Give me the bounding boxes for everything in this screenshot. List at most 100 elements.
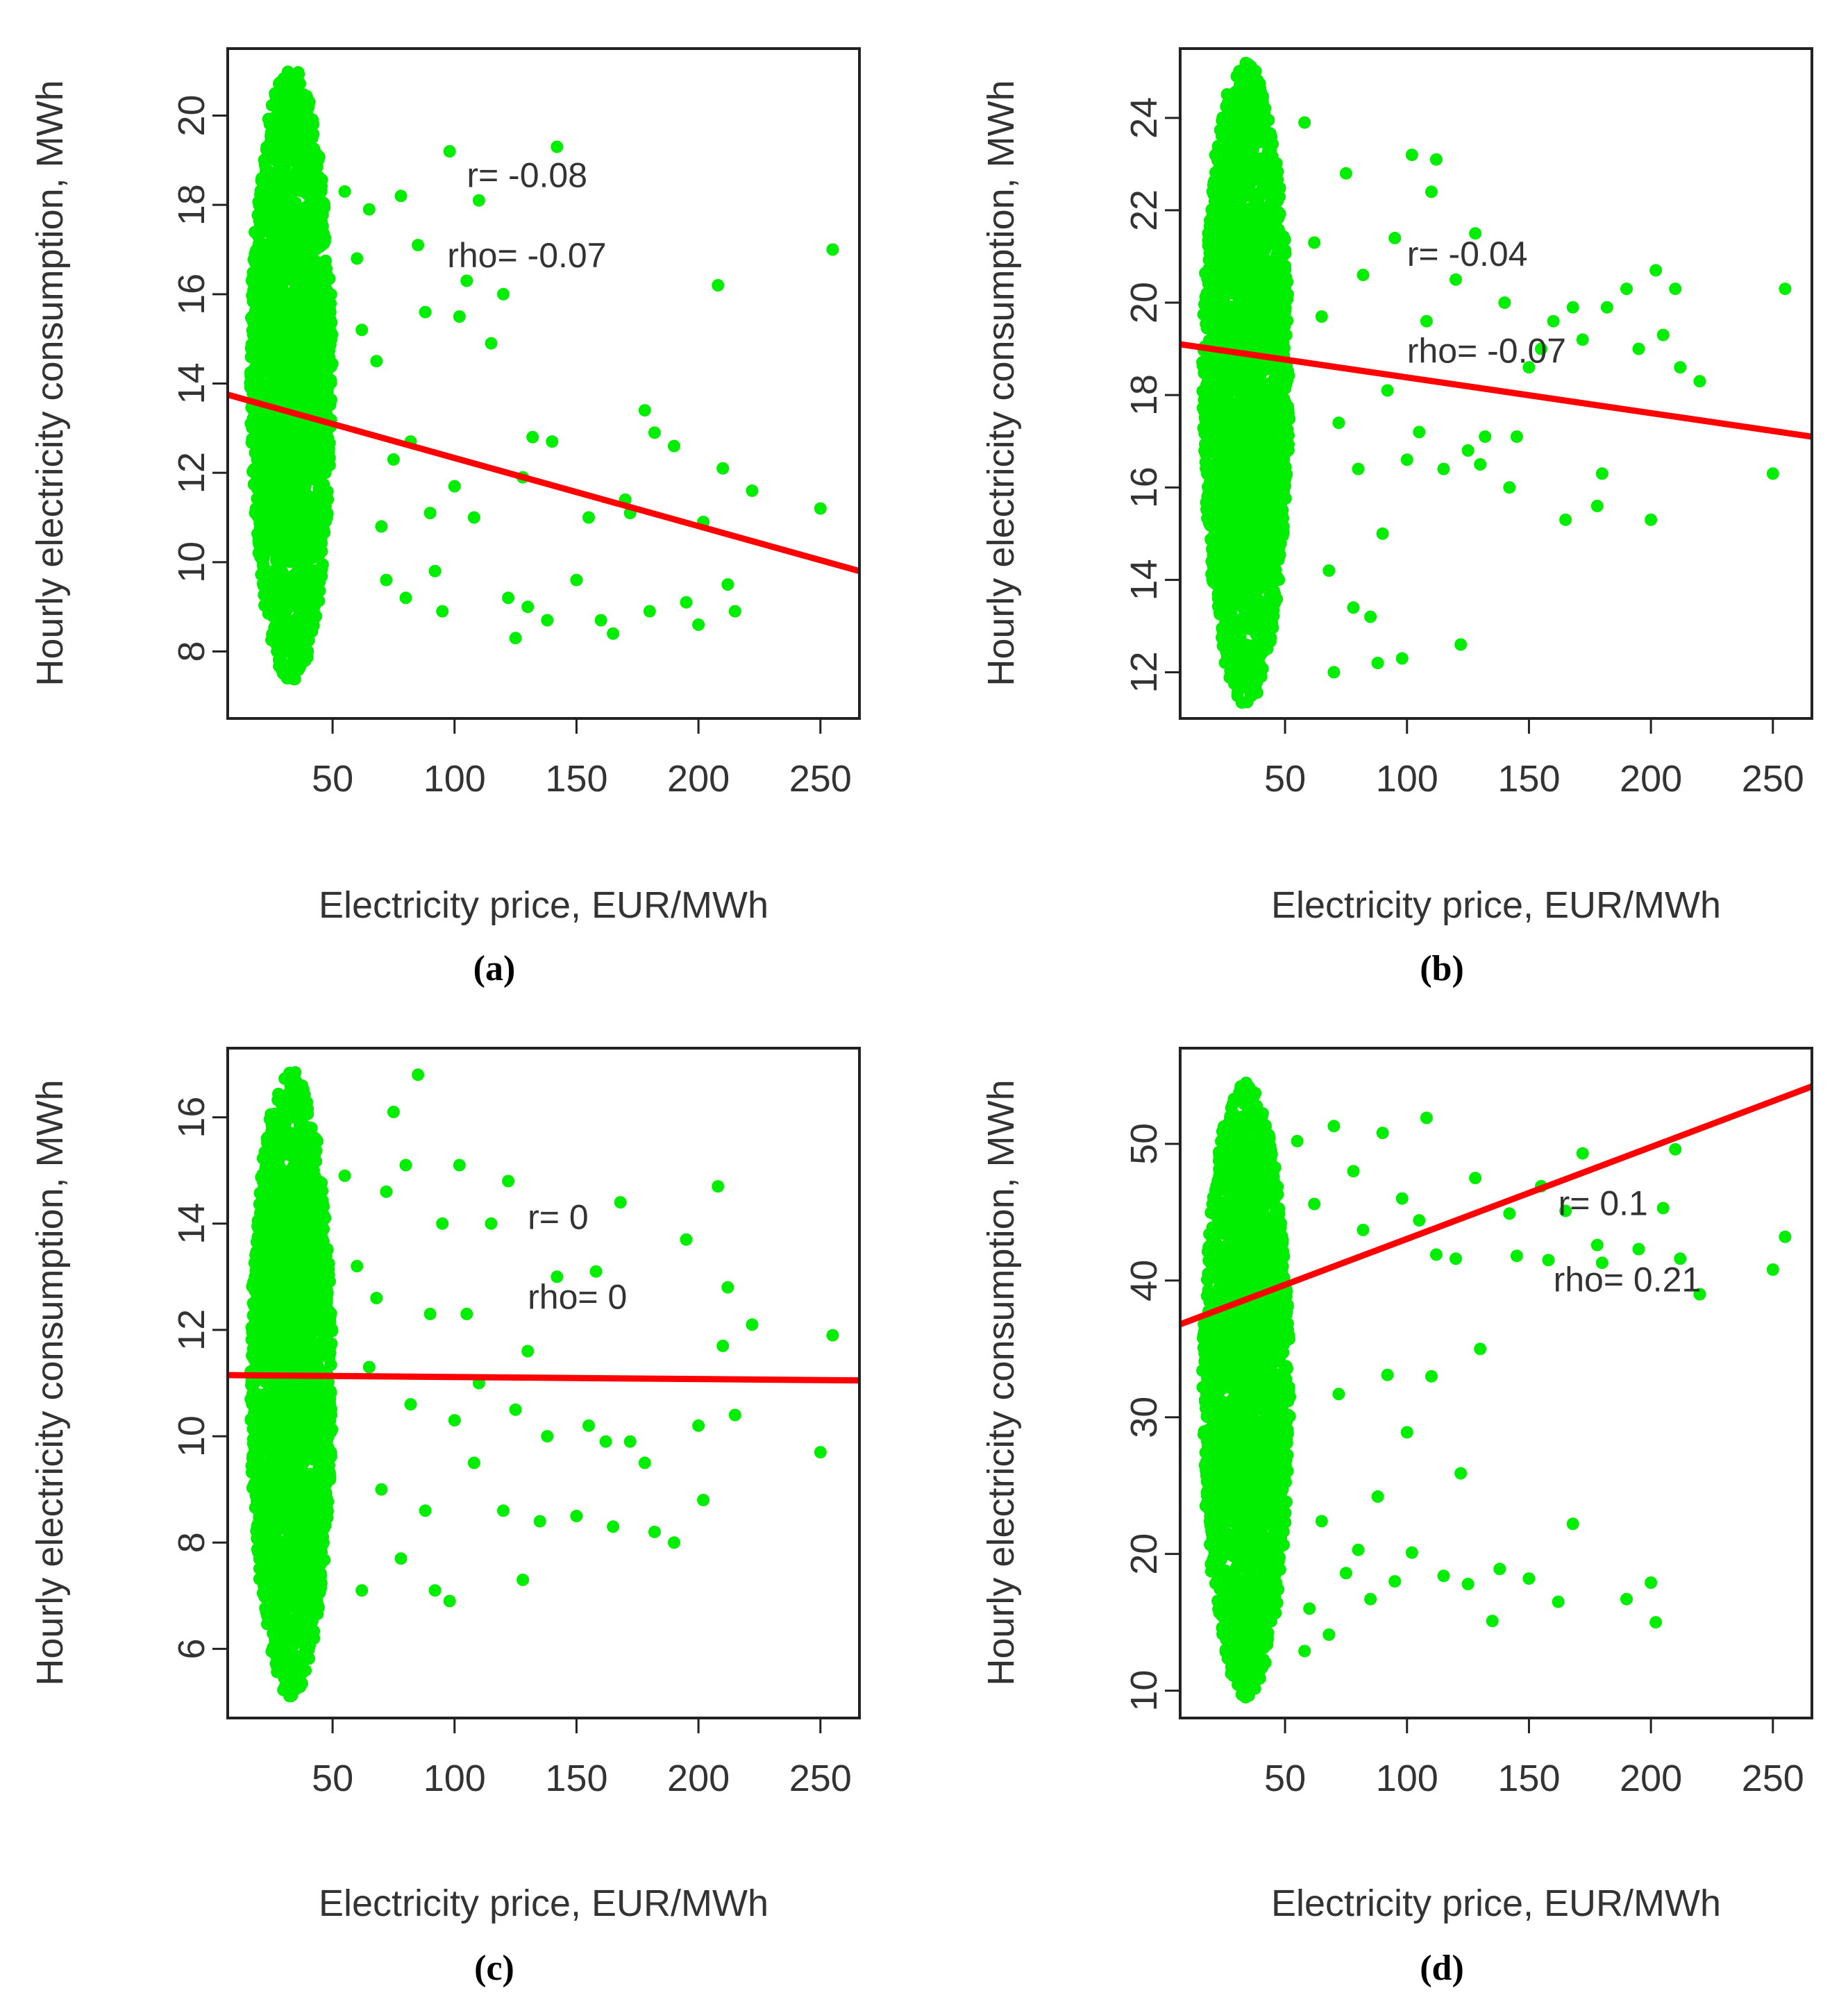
scatter-point bbox=[1261, 300, 1274, 313]
scatter-point bbox=[1234, 244, 1248, 258]
scatter-point bbox=[267, 127, 280, 140]
scatter-point bbox=[1211, 587, 1225, 600]
y-axis-label: Hourly electricity consumption, MWh bbox=[980, 80, 1022, 686]
scatter-point bbox=[1232, 668, 1245, 681]
scatter-point bbox=[271, 339, 285, 353]
scatter-point bbox=[1461, 444, 1475, 457]
scatter-point bbox=[716, 462, 730, 475]
scatter-point bbox=[1208, 331, 1221, 344]
x-axis-label: Electricity price, EUR/MWh bbox=[1271, 884, 1721, 926]
scatter-point bbox=[308, 183, 321, 196]
scatter-point bbox=[301, 567, 314, 580]
scatter-point bbox=[1245, 412, 1258, 425]
scatter-point bbox=[258, 353, 271, 366]
scatter-point bbox=[1228, 151, 1241, 164]
scatter-point bbox=[1244, 222, 1257, 235]
scatter-point bbox=[1249, 530, 1262, 542]
scatter-point bbox=[1279, 305, 1292, 318]
scatter-point bbox=[303, 605, 316, 618]
scatter-point bbox=[1200, 439, 1213, 453]
scatter-point bbox=[1450, 273, 1462, 286]
scatter-point bbox=[1479, 430, 1492, 443]
scatter-point bbox=[1207, 487, 1220, 500]
scatter-point bbox=[286, 232, 299, 245]
scatter-point bbox=[313, 538, 326, 551]
scatter-point bbox=[1395, 652, 1409, 665]
scatter-point bbox=[502, 591, 515, 605]
scatter-point bbox=[318, 201, 331, 214]
scatter-point bbox=[1207, 208, 1220, 221]
scatter-point bbox=[826, 243, 839, 256]
scatter-point bbox=[261, 519, 274, 532]
scatter-point bbox=[1263, 588, 1277, 601]
scatter-point bbox=[1241, 62, 1253, 76]
correlation-rho: rho= -0.07 bbox=[1407, 332, 1566, 371]
scatter-point bbox=[1239, 554, 1252, 567]
scatter-point bbox=[1669, 283, 1682, 296]
scatter-point bbox=[1259, 102, 1272, 115]
scatter-point bbox=[1327, 666, 1341, 679]
x-tick-label: 100 bbox=[1376, 758, 1438, 800]
scatter-point bbox=[1252, 158, 1266, 171]
scatter-point bbox=[1263, 138, 1275, 151]
scatter-point bbox=[299, 549, 312, 562]
scatter-point bbox=[399, 591, 412, 605]
scatter-point bbox=[1203, 292, 1216, 305]
scatter-point bbox=[1220, 114, 1234, 127]
scatter-point bbox=[668, 439, 680, 453]
scatter-point bbox=[294, 183, 307, 196]
scatter-point bbox=[310, 289, 323, 302]
scatter-point bbox=[303, 219, 315, 232]
scatter-point bbox=[1339, 167, 1352, 180]
scatter-point bbox=[282, 150, 295, 163]
scatter-point bbox=[1231, 460, 1244, 472]
scatter-point bbox=[310, 275, 324, 288]
y-tick-label: 22 bbox=[1123, 190, 1165, 231]
y-tick-label: 10 bbox=[171, 541, 212, 583]
scatter-point bbox=[1257, 479, 1270, 492]
scatter-point bbox=[301, 103, 314, 116]
scatter-point bbox=[472, 194, 485, 207]
scatter-point bbox=[280, 603, 294, 616]
scatter-point bbox=[351, 252, 364, 265]
scatter-point bbox=[312, 151, 326, 163]
scatter-point bbox=[280, 97, 294, 110]
scatter-point bbox=[318, 235, 331, 248]
scatter-point bbox=[1674, 361, 1687, 374]
scatter-point bbox=[1547, 314, 1560, 328]
scatter-point bbox=[1266, 381, 1279, 394]
scatter-point bbox=[1215, 566, 1228, 580]
scatter-point bbox=[280, 634, 293, 647]
scatter-point bbox=[1218, 439, 1232, 451]
panel-caption: (b) bbox=[1420, 949, 1464, 988]
x-tick-label: 200 bbox=[667, 758, 730, 800]
scatter-point bbox=[317, 377, 330, 390]
scatter-point bbox=[279, 125, 292, 138]
scatter-point bbox=[370, 355, 383, 368]
scatter-point bbox=[1279, 364, 1292, 377]
scatter-point bbox=[246, 315, 260, 328]
scatter-point bbox=[292, 282, 305, 295]
x-tick-label: 50 bbox=[312, 758, 353, 800]
scatter-point bbox=[271, 550, 285, 563]
scatter-point bbox=[387, 453, 400, 466]
scatter-point bbox=[292, 433, 305, 446]
scatter-point bbox=[380, 573, 393, 587]
scatter-point bbox=[305, 472, 319, 485]
scatter-point bbox=[1244, 276, 1257, 289]
scatter-point bbox=[362, 203, 376, 216]
scatter-points bbox=[1196, 56, 1792, 709]
scatter-point bbox=[280, 433, 294, 446]
scatter-point bbox=[1413, 426, 1426, 439]
scatter-point bbox=[253, 194, 267, 207]
scatter-point bbox=[443, 145, 456, 158]
scatter-point bbox=[279, 244, 292, 258]
scatter-point bbox=[1271, 494, 1284, 507]
scatter-point bbox=[338, 185, 351, 198]
scatter-point bbox=[1215, 177, 1227, 190]
scatter-point bbox=[436, 605, 449, 618]
scatter-point bbox=[1216, 631, 1228, 644]
scatter-point bbox=[1240, 384, 1253, 396]
